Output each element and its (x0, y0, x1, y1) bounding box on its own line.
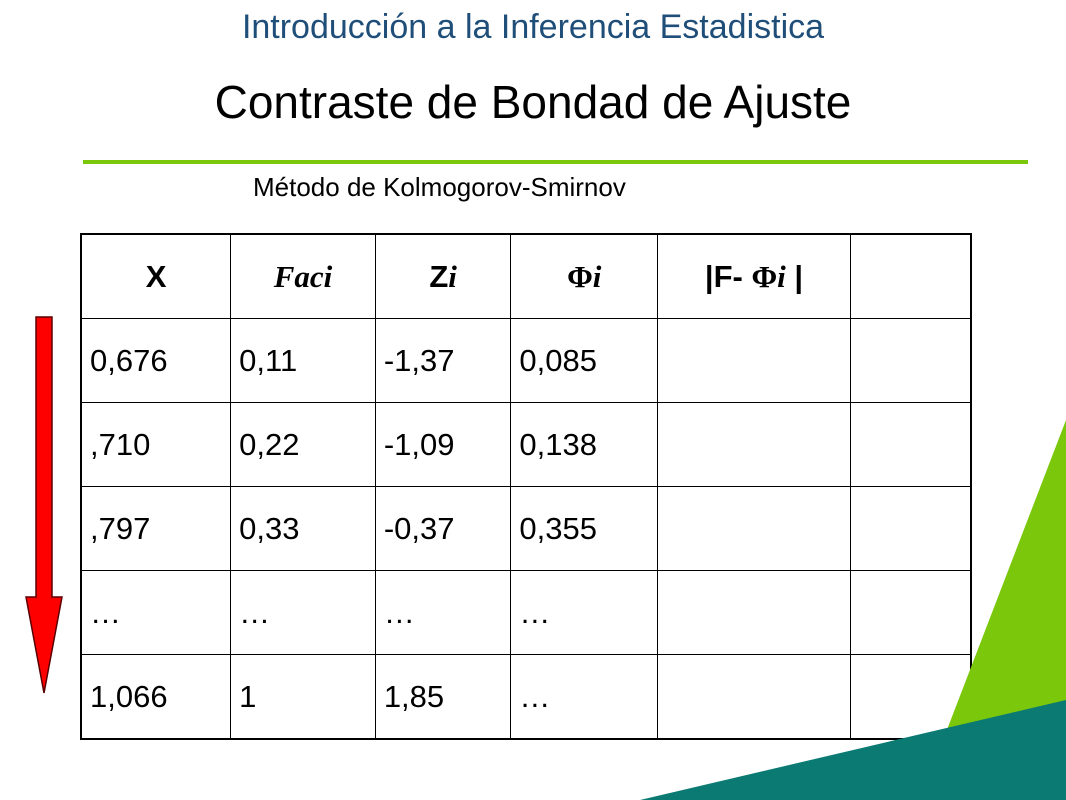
cell-extra (849, 318, 972, 403)
table-row: ,710 0,22 -1,09 0,138 (80, 402, 972, 487)
cell-diff (657, 402, 851, 487)
header-phi-sub: i (592, 258, 602, 294)
cell-phi: … (510, 654, 659, 740)
down-arrow-icon (25, 316, 63, 694)
cell-extra (849, 402, 972, 487)
header-title: Introducción a la Inferencia Estadistica (241, 8, 825, 46)
method-subtitle: Método de Kolmogorov-Smirnov (253, 172, 626, 202)
cell-phi: 0,085 (510, 318, 659, 403)
header-extra (849, 233, 972, 319)
header-faci-label: Faci (273, 258, 333, 294)
cell-diff (657, 570, 851, 655)
cell-phi: 0,355 (510, 486, 659, 571)
cell-zi: -0,37 (374, 486, 512, 571)
slide-title: Contraste de Bondad de Ajuste (214, 76, 852, 128)
header-zi: Zi (374, 233, 512, 319)
table-row: … … … … (80, 570, 972, 655)
cell-extra (849, 654, 972, 740)
header-x: X (80, 233, 232, 319)
header-phi-symbol: Φ (567, 258, 593, 294)
header-diff-left: |F- (704, 258, 752, 294)
header-diff-phi: Φ (751, 258, 778, 294)
table-row: ,797 0,33 -0,37 0,355 (80, 486, 972, 571)
header-faci: Faci (230, 233, 376, 319)
cell-zi: … (374, 570, 512, 655)
cell-faci: 0,11 (230, 318, 376, 403)
cell-diff (657, 486, 851, 571)
cell-faci: … (230, 570, 376, 655)
cell-faci: 1 (230, 654, 376, 740)
title-divider (83, 160, 1028, 164)
header-diff-right: | (785, 258, 804, 294)
cell-phi: 0,138 (510, 402, 659, 487)
ks-table: X Faci Zi Φi |F- Φi | 0,676 0,11 -1,37 0… (80, 233, 972, 740)
header-z-letter: Z (429, 258, 449, 294)
cell-x: 0,676 (80, 318, 232, 403)
cell-diff (657, 654, 851, 740)
cell-phi: … (510, 570, 659, 655)
cell-faci: 0,22 (230, 402, 376, 487)
cell-x: ,710 (80, 402, 232, 487)
cell-diff (657, 318, 851, 403)
cell-zi: 1,85 (374, 654, 512, 740)
cell-extra (849, 486, 972, 571)
cell-extra (849, 570, 972, 655)
header-z-sub: i (448, 258, 457, 294)
cell-faci: 0,33 (230, 486, 376, 571)
header-diff: |F- Φi | (657, 233, 851, 319)
table-row: 0,676 0,11 -1,37 0,085 (80, 318, 972, 403)
cell-zi: -1,09 (374, 402, 512, 487)
table-header-row: X Faci Zi Φi |F- Φi | (80, 233, 972, 319)
header-phi: Φi (510, 233, 659, 319)
table-row: 1,066 1 1,85 … (80, 654, 972, 740)
cell-x: 1,066 (80, 654, 232, 740)
header-x-label: X (145, 258, 167, 294)
cell-zi: -1,37 (374, 318, 512, 403)
cell-x: ,797 (80, 486, 232, 571)
header-diff-sub: i (777, 258, 786, 294)
cell-x: … (80, 570, 232, 655)
